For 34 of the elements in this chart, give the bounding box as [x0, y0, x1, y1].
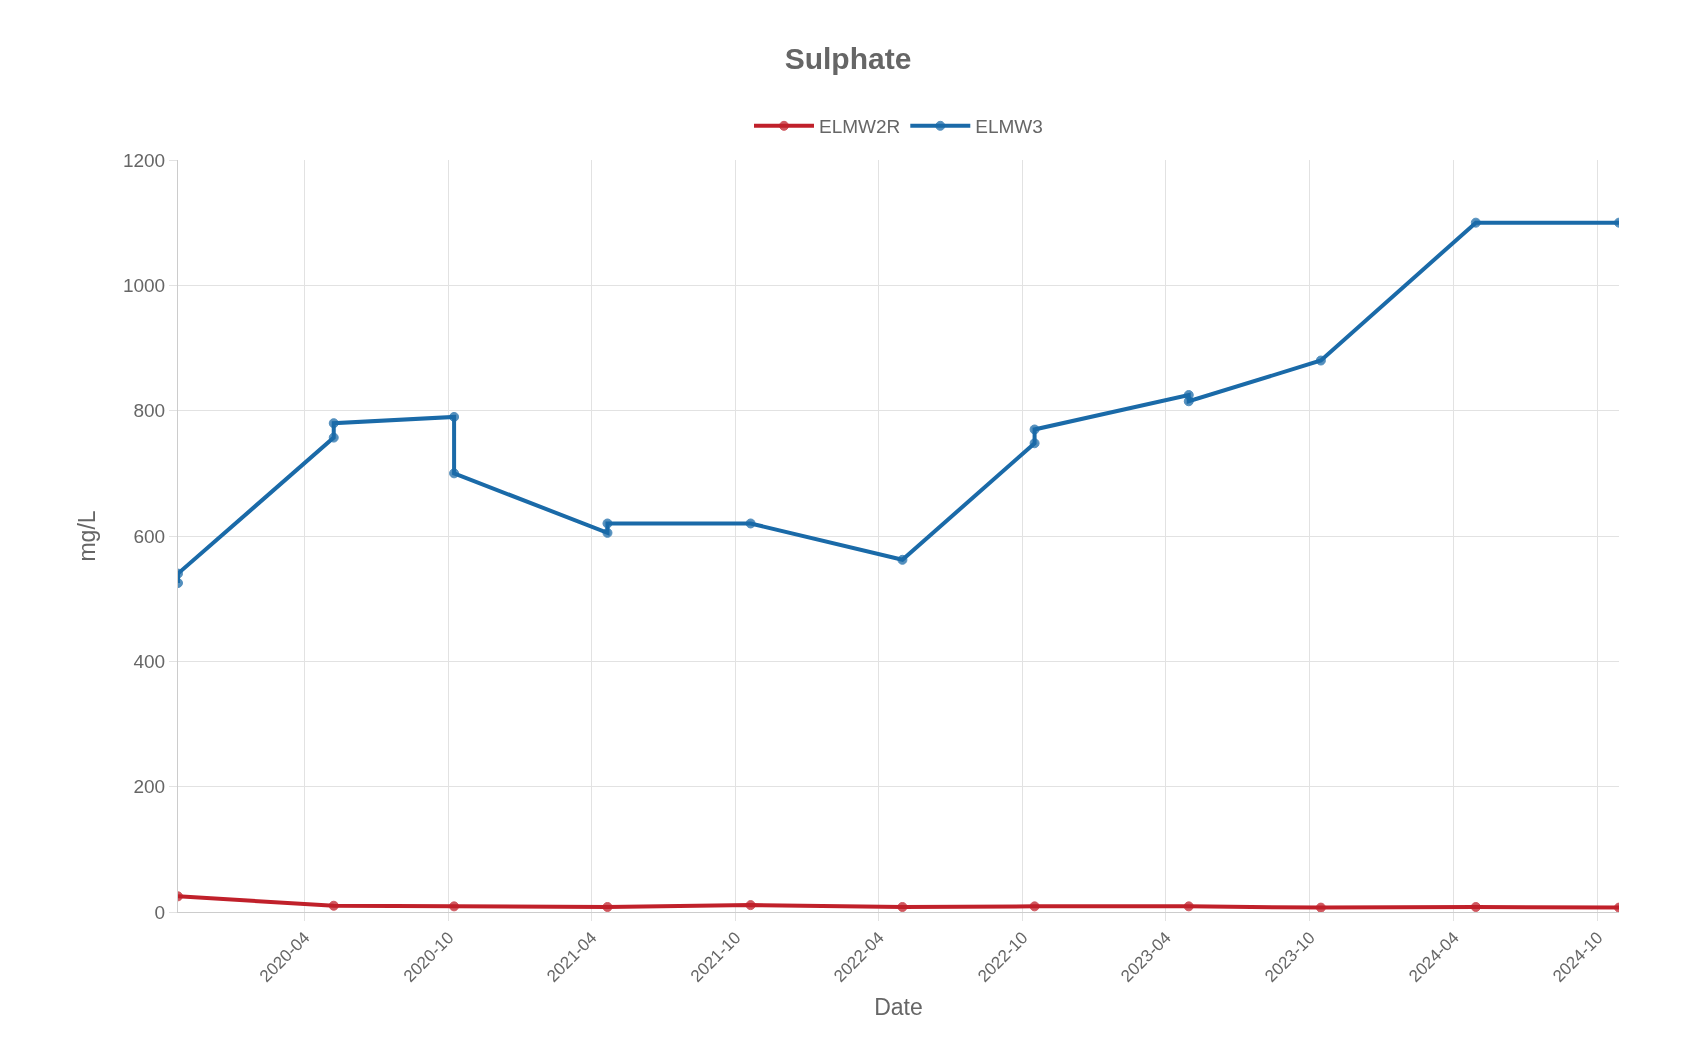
point [602, 901, 613, 912]
point [449, 901, 460, 912]
point [1029, 901, 1040, 912]
y-tick-label: 800 [133, 400, 166, 422]
point [1315, 355, 1326, 366]
legend-label: ELMW2R [819, 116, 901, 138]
point [328, 432, 339, 443]
point [1183, 396, 1194, 407]
y-tick-label: 200 [133, 776, 166, 798]
point [897, 901, 908, 912]
point [1315, 902, 1326, 912]
point [745, 900, 756, 911]
point [328, 900, 339, 911]
legend-label: ELMW3 [975, 116, 1043, 138]
y-tick-label: 1000 [122, 274, 166, 296]
point [1470, 901, 1481, 912]
x-axis-title: Date [874, 994, 923, 1021]
point [449, 468, 460, 479]
point [1029, 438, 1040, 449]
point [328, 418, 339, 429]
y-tick-label: 400 [133, 650, 166, 672]
point [1029, 424, 1040, 435]
point [602, 518, 613, 529]
point [1470, 217, 1481, 228]
point [745, 518, 756, 529]
y-tick-label: 600 [133, 525, 166, 547]
point [602, 527, 613, 538]
chart-title: Sulphate [784, 41, 912, 75]
point [1183, 901, 1194, 912]
y-tick-label: 1200 [122, 149, 166, 171]
y-tick-label: 0 [154, 901, 166, 923]
point [897, 554, 908, 565]
point [449, 411, 460, 422]
y-axis-title: mg/L [74, 510, 101, 562]
